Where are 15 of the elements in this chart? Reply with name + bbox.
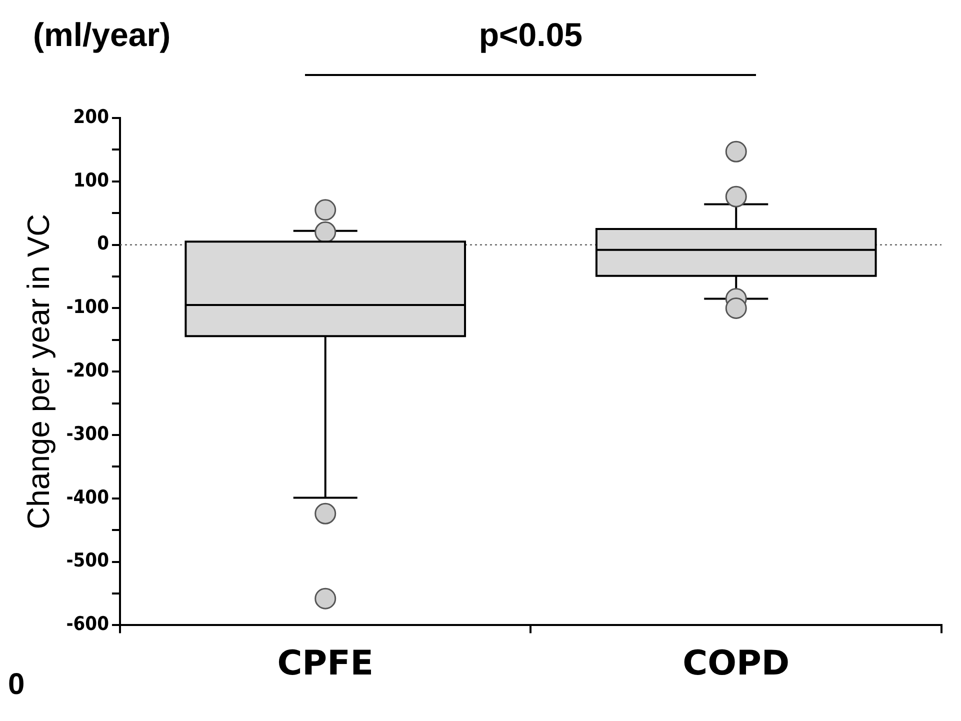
x-tick-label: CPFE (277, 643, 374, 684)
y-axis-title: Change per year in VC (21, 214, 56, 530)
y-tick-label: 200 (73, 106, 110, 128)
x-tick-label: COPD (682, 643, 790, 684)
y-tick-label: -200 (66, 360, 110, 382)
text: p<0.05 (478, 16, 584, 54)
y-tick-label: -500 (66, 550, 110, 572)
y-tick-label: -400 (66, 486, 110, 508)
y-tick-label: -100 (66, 296, 110, 318)
y-tick-label: -300 (66, 422, 110, 445)
y-tick-label: 100 (73, 169, 110, 192)
y-tick-label: -600 (66, 613, 110, 636)
text: (ml/year) (33, 16, 171, 54)
y-tick-label: 0 (97, 232, 110, 255)
text: 0 (8, 668, 25, 702)
